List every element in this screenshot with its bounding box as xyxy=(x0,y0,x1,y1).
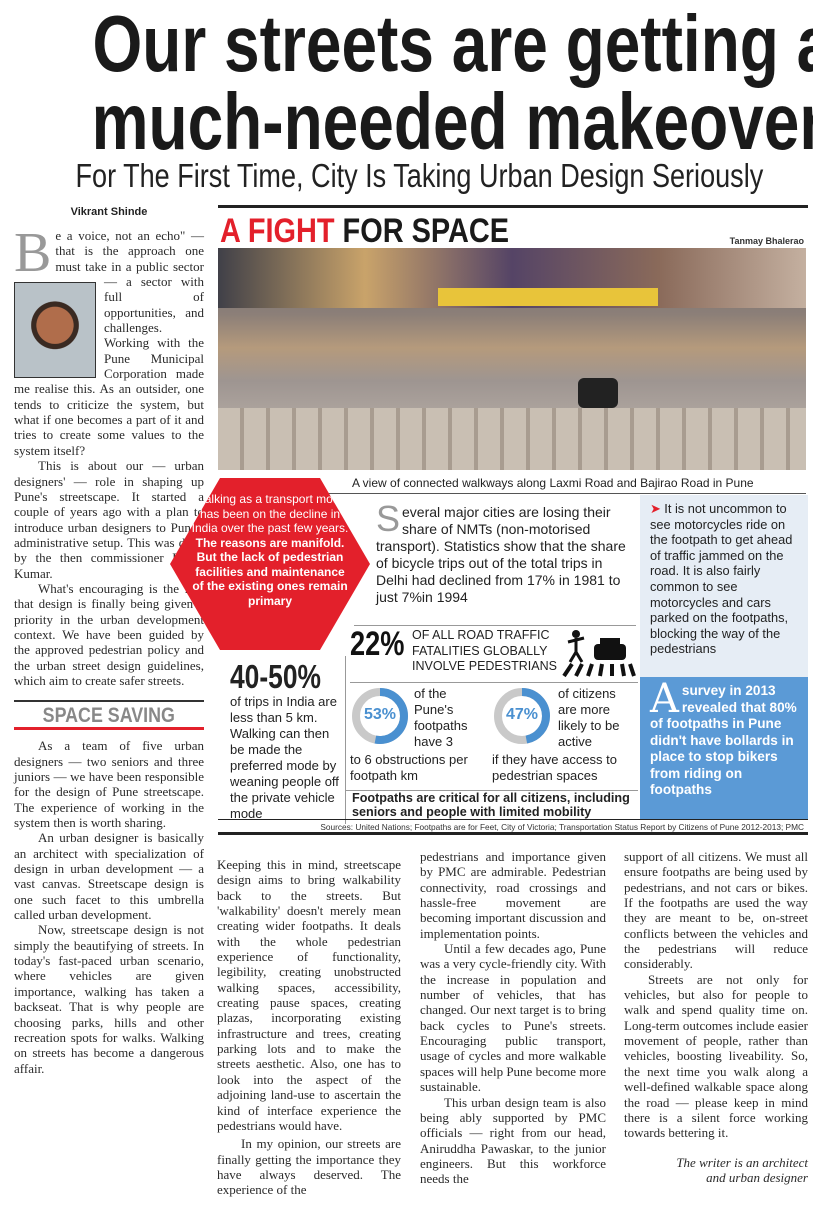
street-photo xyxy=(218,248,806,470)
sources: Sources: United Nations; Footpaths are f… xyxy=(320,822,804,832)
intro-text: B e a voice, not an echo" — that is the … xyxy=(14,222,204,688)
infographic-fight-for-space: A FIGHT FOR SPACE Tanmay Bhalerao A view… xyxy=(170,205,808,835)
headline-line-1: Our streets are getting a xyxy=(92,0,813,88)
donut-stat-1: 53% of the Pune's footpaths have 3 to 6 … xyxy=(350,686,468,783)
photo-credit: Tanmay Bhalerao xyxy=(729,236,804,246)
subheadline: For The First Time, City Is Taking Urban… xyxy=(75,157,764,194)
donut-stat-2: 47% of citizens are more likely to be ac… xyxy=(492,686,620,783)
donut-chart-47 xyxy=(494,688,550,744)
section-heading-box: SPACE SAVING xyxy=(14,700,204,731)
trips-stat: 40-50% of trips in India are less than 5… xyxy=(222,656,346,824)
fatalities-text: OF ALL ROAD TRAFFIC FATALITIES GLOBALLY … xyxy=(412,628,557,673)
donut-chart-53 xyxy=(352,688,408,744)
fatalities-pct: 22% xyxy=(350,625,405,663)
red-arrow-bullet-icon: ➤ xyxy=(650,501,661,516)
infographic-title: A FIGHT FOR SPACE xyxy=(220,212,510,250)
column-3: pedestrians and importance given by PMC … xyxy=(420,849,606,1187)
pedestrian-car-crossing-icon xyxy=(562,630,636,678)
byline: Vikrant Shinde xyxy=(70,206,148,218)
motorcycles-box: ➤ It is not uncommon to see motorcycles … xyxy=(640,495,808,677)
column-2: Keeping this in mind, streetscape design… xyxy=(217,857,401,1198)
headline-line-2: much-needed makeover xyxy=(91,77,813,166)
drop-cap: B xyxy=(14,222,52,284)
fatalities-stat: 22% OF ALL ROAD TRAFFIC FATALITIES GLOBA… xyxy=(350,626,640,680)
section-heading: SPACE SAVING xyxy=(42,704,176,728)
footpaths-note: Footpaths are critical for all citizens,… xyxy=(352,791,630,819)
donut-value-arc xyxy=(352,688,408,744)
column-1: As a team of five urban designers — two … xyxy=(14,738,204,1076)
left-column: B e a voice, not an echo" — that is the … xyxy=(14,222,204,1076)
writer-note: The writer is an architect and urban des… xyxy=(676,1154,808,1185)
column-4: support of all citizens. We must all ens… xyxy=(624,849,808,1185)
author-photo xyxy=(14,282,96,378)
donut-value-arc xyxy=(494,688,550,744)
photo-caption: A view of connected walkways along Laxmi… xyxy=(218,472,806,494)
